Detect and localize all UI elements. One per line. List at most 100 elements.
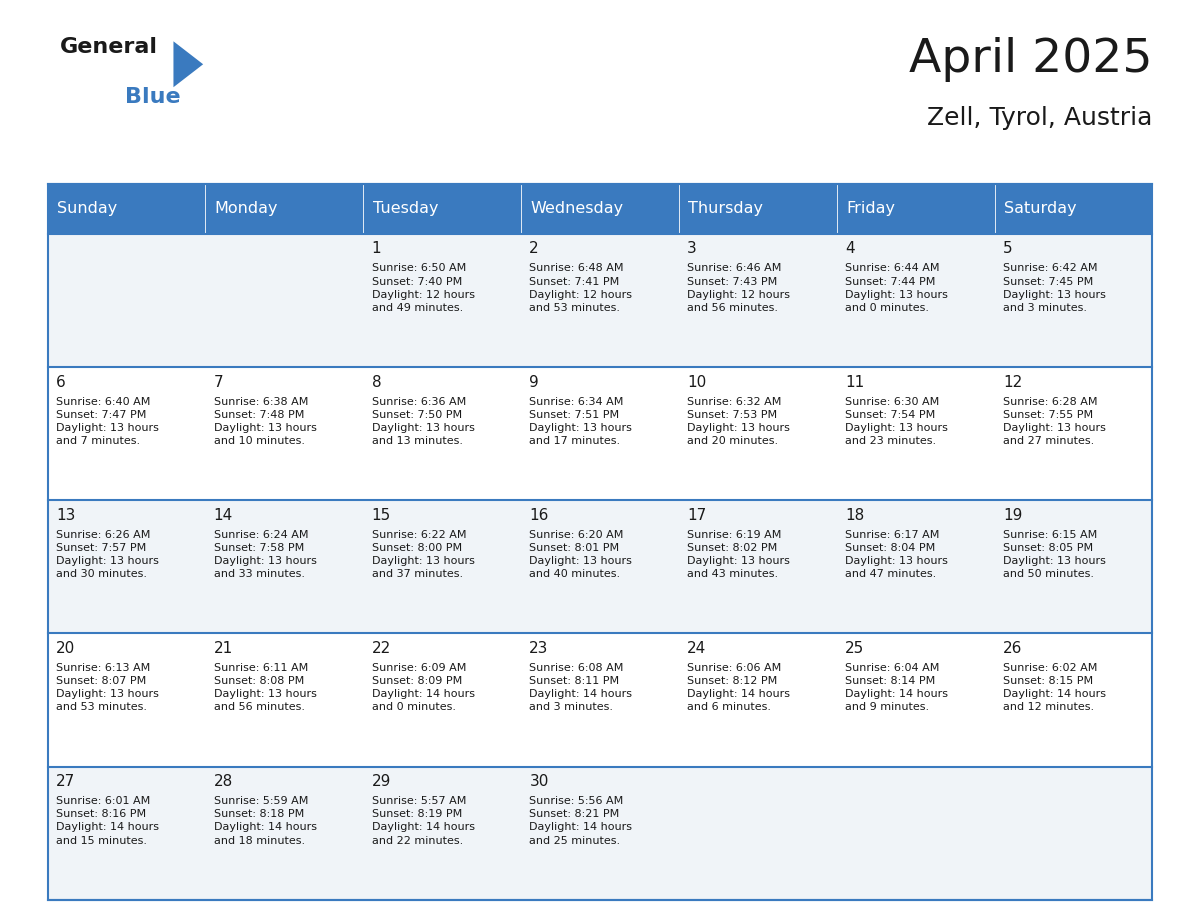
Bar	[994, 500, 1152, 633]
Text: Sunrise: 5:57 AM
Sunset: 8:19 PM
Daylight: 14 hours
and 22 minutes.: Sunrise: 5:57 AM Sunset: 8:19 PM Dayligh…	[372, 796, 474, 845]
Bar	[994, 367, 1152, 500]
Text: Sunrise: 6:13 AM
Sunset: 8:07 PM
Daylight: 13 hours
and 53 minutes.: Sunrise: 6:13 AM Sunset: 8:07 PM Dayligh…	[56, 663, 159, 712]
Text: Sunrise: 6:50 AM
Sunset: 7:40 PM
Daylight: 12 hours
and 49 minutes.: Sunrise: 6:50 AM Sunset: 7:40 PM Dayligh…	[372, 263, 474, 313]
Text: 20: 20	[56, 641, 75, 655]
Bar	[48, 234, 206, 367]
Text: Sunrise: 6:22 AM
Sunset: 8:00 PM
Daylight: 13 hours
and 37 minutes.: Sunrise: 6:22 AM Sunset: 8:00 PM Dayligh…	[372, 530, 474, 579]
Text: Thursday: Thursday	[688, 201, 764, 217]
Bar	[364, 500, 522, 633]
Text: Sunrise: 6:17 AM
Sunset: 8:04 PM
Daylight: 13 hours
and 47 minutes.: Sunrise: 6:17 AM Sunset: 8:04 PM Dayligh…	[845, 530, 948, 579]
Bar	[364, 184, 522, 234]
Text: 5: 5	[1003, 241, 1012, 256]
Bar	[48, 367, 206, 500]
Text: Sunrise: 6:01 AM
Sunset: 8:16 PM
Daylight: 14 hours
and 15 minutes.: Sunrise: 6:01 AM Sunset: 8:16 PM Dayligh…	[56, 796, 159, 845]
Text: Friday: Friday	[846, 201, 896, 217]
Text: 8: 8	[372, 375, 381, 389]
Text: 9: 9	[530, 375, 539, 389]
Bar	[522, 234, 678, 367]
Text: Sunrise: 6:24 AM
Sunset: 7:58 PM
Daylight: 13 hours
and 33 minutes.: Sunrise: 6:24 AM Sunset: 7:58 PM Dayligh…	[214, 530, 316, 579]
Text: Sunrise: 6:40 AM
Sunset: 7:47 PM
Daylight: 13 hours
and 7 minutes.: Sunrise: 6:40 AM Sunset: 7:47 PM Dayligh…	[56, 397, 159, 446]
Bar	[678, 234, 836, 367]
Text: Zell, Tyrol, Austria: Zell, Tyrol, Austria	[927, 106, 1152, 129]
Text: 7: 7	[214, 375, 223, 389]
Text: General: General	[59, 37, 157, 57]
Text: 10: 10	[687, 375, 707, 389]
Polygon shape	[173, 41, 203, 87]
Bar	[836, 500, 994, 633]
Text: Monday: Monday	[215, 201, 278, 217]
Text: 21: 21	[214, 641, 233, 655]
Text: 22: 22	[372, 641, 391, 655]
Bar	[678, 633, 836, 767]
Text: Sunrise: 6:15 AM
Sunset: 8:05 PM
Daylight: 13 hours
and 50 minutes.: Sunrise: 6:15 AM Sunset: 8:05 PM Dayligh…	[1003, 530, 1106, 579]
Text: 1: 1	[372, 241, 381, 256]
Text: 23: 23	[530, 641, 549, 655]
Text: 27: 27	[56, 774, 75, 789]
Bar	[836, 767, 994, 900]
Text: 18: 18	[845, 508, 864, 522]
Bar	[522, 633, 678, 767]
Text: Saturday: Saturday	[1004, 201, 1076, 217]
Bar	[48, 184, 1152, 900]
Text: 24: 24	[687, 641, 707, 655]
Bar	[678, 500, 836, 633]
Bar	[994, 767, 1152, 900]
Text: Sunrise: 6:11 AM
Sunset: 8:08 PM
Daylight: 13 hours
and 56 minutes.: Sunrise: 6:11 AM Sunset: 8:08 PM Dayligh…	[214, 663, 316, 712]
Text: Sunrise: 6:38 AM
Sunset: 7:48 PM
Daylight: 13 hours
and 10 minutes.: Sunrise: 6:38 AM Sunset: 7:48 PM Dayligh…	[214, 397, 316, 446]
Bar	[48, 184, 206, 234]
Text: 30: 30	[530, 774, 549, 789]
Bar	[364, 367, 522, 500]
Bar	[364, 234, 522, 367]
Text: 19: 19	[1003, 508, 1022, 522]
Text: Sunday: Sunday	[57, 201, 118, 217]
Bar	[678, 767, 836, 900]
Text: 17: 17	[687, 508, 707, 522]
Bar	[206, 500, 364, 633]
Text: Sunrise: 6:32 AM
Sunset: 7:53 PM
Daylight: 13 hours
and 20 minutes.: Sunrise: 6:32 AM Sunset: 7:53 PM Dayligh…	[687, 397, 790, 446]
Text: 15: 15	[372, 508, 391, 522]
Bar	[206, 234, 364, 367]
Bar	[678, 184, 836, 234]
Text: Sunrise: 6:34 AM
Sunset: 7:51 PM
Daylight: 13 hours
and 17 minutes.: Sunrise: 6:34 AM Sunset: 7:51 PM Dayligh…	[530, 397, 632, 446]
Bar	[48, 500, 206, 633]
Text: 29: 29	[372, 774, 391, 789]
Text: 11: 11	[845, 375, 864, 389]
Text: Sunrise: 6:46 AM
Sunset: 7:43 PM
Daylight: 12 hours
and 56 minutes.: Sunrise: 6:46 AM Sunset: 7:43 PM Dayligh…	[687, 263, 790, 313]
Bar	[836, 234, 994, 367]
Bar	[522, 367, 678, 500]
Text: Sunrise: 5:59 AM
Sunset: 8:18 PM
Daylight: 14 hours
and 18 minutes.: Sunrise: 5:59 AM Sunset: 8:18 PM Dayligh…	[214, 796, 317, 845]
Text: Sunrise: 5:56 AM
Sunset: 8:21 PM
Daylight: 14 hours
and 25 minutes.: Sunrise: 5:56 AM Sunset: 8:21 PM Dayligh…	[530, 796, 632, 845]
Text: 13: 13	[56, 508, 75, 522]
Text: Sunrise: 6:42 AM
Sunset: 7:45 PM
Daylight: 13 hours
and 3 minutes.: Sunrise: 6:42 AM Sunset: 7:45 PM Dayligh…	[1003, 263, 1106, 313]
Text: 12: 12	[1003, 375, 1022, 389]
Text: 16: 16	[530, 508, 549, 522]
Text: 28: 28	[214, 774, 233, 789]
Text: Blue: Blue	[125, 87, 181, 107]
Text: 6: 6	[56, 375, 65, 389]
Bar	[522, 184, 678, 234]
Text: Sunrise: 6:44 AM
Sunset: 7:44 PM
Daylight: 13 hours
and 0 minutes.: Sunrise: 6:44 AM Sunset: 7:44 PM Dayligh…	[845, 263, 948, 313]
Bar	[206, 767, 364, 900]
Bar	[678, 367, 836, 500]
Bar	[364, 767, 522, 900]
Bar	[364, 633, 522, 767]
Bar	[206, 184, 364, 234]
Bar	[522, 500, 678, 633]
Text: Sunrise: 6:09 AM
Sunset: 8:09 PM
Daylight: 14 hours
and 0 minutes.: Sunrise: 6:09 AM Sunset: 8:09 PM Dayligh…	[372, 663, 474, 712]
Text: Sunrise: 6:28 AM
Sunset: 7:55 PM
Daylight: 13 hours
and 27 minutes.: Sunrise: 6:28 AM Sunset: 7:55 PM Dayligh…	[1003, 397, 1106, 446]
Bar	[994, 184, 1152, 234]
Bar	[206, 633, 364, 767]
Text: Sunrise: 6:20 AM
Sunset: 8:01 PM
Daylight: 13 hours
and 40 minutes.: Sunrise: 6:20 AM Sunset: 8:01 PM Dayligh…	[530, 530, 632, 579]
Text: 4: 4	[845, 241, 854, 256]
Text: Sunrise: 6:48 AM
Sunset: 7:41 PM
Daylight: 12 hours
and 53 minutes.: Sunrise: 6:48 AM Sunset: 7:41 PM Dayligh…	[530, 263, 632, 313]
Text: Tuesday: Tuesday	[373, 201, 438, 217]
Text: 3: 3	[687, 241, 697, 256]
Text: 14: 14	[214, 508, 233, 522]
Text: Sunrise: 6:02 AM
Sunset: 8:15 PM
Daylight: 14 hours
and 12 minutes.: Sunrise: 6:02 AM Sunset: 8:15 PM Dayligh…	[1003, 663, 1106, 712]
Text: 25: 25	[845, 641, 864, 655]
Bar	[994, 633, 1152, 767]
Bar	[522, 767, 678, 900]
Text: 2: 2	[530, 241, 539, 256]
Bar	[836, 184, 994, 234]
Bar	[994, 234, 1152, 367]
